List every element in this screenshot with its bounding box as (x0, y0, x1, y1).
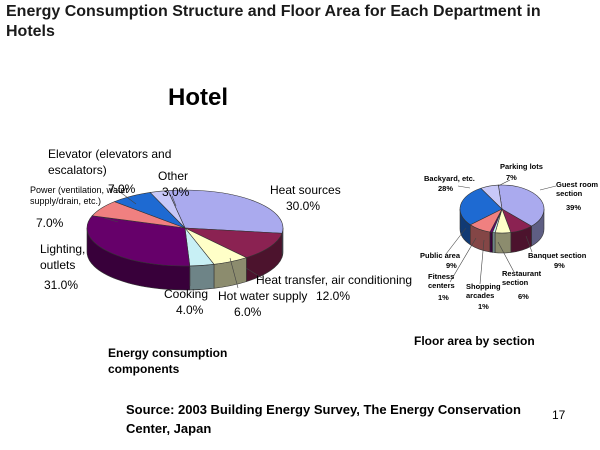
value-lighting: 31.0% (44, 278, 79, 292)
value-banquet: 9% (554, 261, 565, 270)
page-number: 17 (552, 408, 566, 422)
energy-slice-0 (167, 189, 284, 234)
label-parking: Parking lots (500, 162, 543, 171)
leader-line-1 (229, 257, 239, 289)
leader-line-5 (171, 195, 177, 207)
energy-pie (86, 189, 284, 291)
leader-line-12 (457, 185, 471, 189)
value-guest-room: 39% (566, 203, 582, 212)
leader-line-13 (497, 179, 511, 187)
leader-line-10 (449, 237, 477, 283)
label-heat-sources: Heat sources (270, 183, 341, 197)
leader-line-0 (245, 267, 263, 279)
leader-line-8 (497, 241, 515, 273)
value-heat-sources: 30.0% (286, 199, 321, 213)
slide-title: Energy Consumption Structure and Floor A… (6, 3, 541, 40)
floor-area-slice-side-4 (489, 231, 493, 253)
value-public-area: 9% (446, 261, 457, 270)
value-restaurant: 6% (518, 292, 529, 301)
label-fitness: Fitness centers (428, 272, 455, 290)
floor-area-slice-side-3 (492, 232, 496, 254)
source-citation: Source: 2003 Building Energy Survey, The… (126, 402, 521, 436)
leader-line-6 (539, 185, 557, 191)
value-heat-transfer: 12.0% (316, 289, 351, 303)
floor-area-slice-6 (459, 187, 503, 226)
energy-slice-4 (86, 215, 191, 267)
value-power: 7.0% (36, 216, 64, 230)
label-restaurant: Restaurant section (502, 269, 542, 287)
leader-line-3 (103, 217, 119, 223)
value-cooking: 4.0% (176, 303, 204, 317)
leader-line-11 (445, 227, 467, 255)
caption-floor-area: Floor area by section (414, 334, 535, 348)
label-backyard: Backyard, etc. (424, 174, 475, 183)
energy-slice-1 (184, 227, 283, 258)
leader-line-7 (525, 235, 533, 253)
leader-line-9 (479, 239, 485, 285)
label-guest-room: Guest room section (556, 180, 599, 198)
label-other: Other (158, 169, 189, 183)
label-public-area: Public area (420, 251, 461, 260)
value-hot-water: 6.0% (234, 305, 262, 319)
value-fitness: 1% (438, 293, 449, 302)
label-shopping: Shopping arcades (466, 282, 501, 300)
leader-line-4 (111, 185, 137, 205)
label-banquet: Banquet section (528, 251, 587, 260)
value-parking: 7% (506, 173, 517, 182)
energy-slice-7 (149, 190, 186, 229)
label-hot-water: Hot water supply (218, 289, 308, 303)
value-elevator: 7.0% (108, 182, 136, 196)
label-elevator: Elevator (elevators and escalators) (48, 147, 172, 177)
hotel-heading: Hotel (168, 84, 228, 111)
label-heat-transfer: Heat transfer, air conditioning (256, 273, 413, 287)
caption-energy: Energy consumption components (108, 346, 228, 376)
label-cooking: Cooking (164, 287, 209, 301)
floor-area-slice-side-2 (494, 232, 512, 254)
value-other: 3.0% (162, 185, 190, 199)
value-backyard: 28% (438, 184, 454, 193)
floor-area-slice-0 (497, 184, 545, 227)
value-shopping: 1% (478, 302, 489, 311)
label-power: Power (ventilation, water supply/drain, … (30, 185, 129, 206)
floor-area-pie (459, 184, 545, 254)
floor-area-slice-7 (480, 184, 503, 210)
label-lighting: Lighting, outlets (40, 242, 86, 272)
